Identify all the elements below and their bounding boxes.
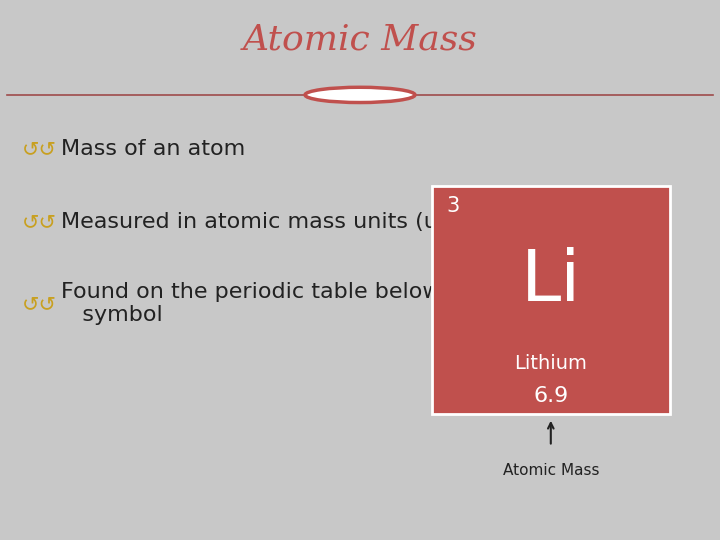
Text: ↺↺: ↺↺ (22, 294, 57, 314)
Text: Mass of an atom: Mass of an atom (61, 139, 246, 159)
Text: ↺↺: ↺↺ (22, 139, 57, 159)
Circle shape (305, 87, 415, 103)
Text: Measured in atomic mass units (u): Measured in atomic mass units (u) (61, 212, 446, 232)
Text: Atomic Mass: Atomic Mass (503, 463, 599, 478)
Text: Lithium: Lithium (514, 354, 588, 373)
Text: Li: Li (521, 247, 581, 316)
Text: ↺↺: ↺↺ (22, 212, 57, 232)
Text: 3: 3 (446, 195, 459, 215)
Text: 6.9: 6.9 (534, 386, 568, 406)
Text: Found on the periodic table below each element
   symbol: Found on the periodic table below each e… (61, 282, 600, 325)
Bar (432, 186, 670, 414)
Text: Atomic Mass: Atomic Mass (243, 23, 477, 57)
